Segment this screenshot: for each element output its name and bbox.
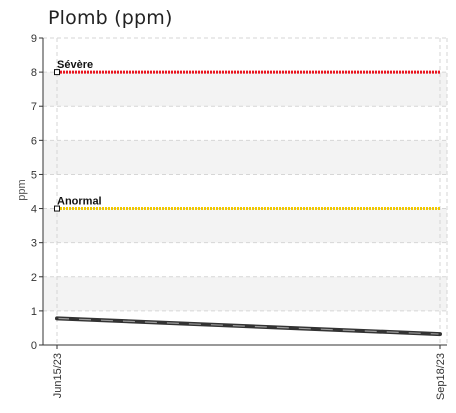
x-tick-label: Sep18/23 — [435, 353, 447, 400]
y-tick-label: 0 — [31, 340, 37, 352]
threshold-lines: Sévère Anormal — [54, 59, 440, 212]
y-tick-label: 2 — [31, 272, 37, 284]
x-ticks: Jun15/23 Sep18/23 — [52, 345, 447, 400]
y-ticks: 0 1 2 3 4 5 6 7 8 9 — [31, 33, 43, 352]
y-tick-label: 1 — [31, 306, 37, 318]
background-bands — [43, 72, 447, 311]
data-series — [55, 316, 442, 337]
y-axis-title: ppm — [16, 179, 28, 200]
y-tick-label: 7 — [31, 101, 37, 113]
data-point — [438, 332, 442, 336]
threshold-marker — [54, 69, 60, 76]
threshold-label: Sévère — [57, 59, 93, 71]
series-line-shadow — [55, 316, 442, 337]
band — [43, 276, 447, 311]
band — [43, 208, 447, 243]
series-line-highlight — [56, 317, 441, 335]
chart-title: Plomb (ppm) — [48, 7, 173, 29]
band — [43, 72, 447, 107]
y-tick-label: 4 — [31, 204, 37, 216]
y-tick-label: 5 — [31, 169, 37, 181]
y-tick-label: 9 — [31, 33, 37, 45]
axes — [42, 38, 447, 346]
x-tick-label: Jun15/23 — [52, 353, 64, 398]
band — [43, 140, 447, 175]
threshold-label: Anormal — [57, 196, 102, 208]
y-tick-label: 3 — [31, 238, 37, 250]
data-point — [55, 316, 59, 320]
y-tick-label: 8 — [31, 67, 37, 79]
threshold-marker — [54, 205, 60, 212]
y-tick-label: 6 — [31, 135, 37, 147]
